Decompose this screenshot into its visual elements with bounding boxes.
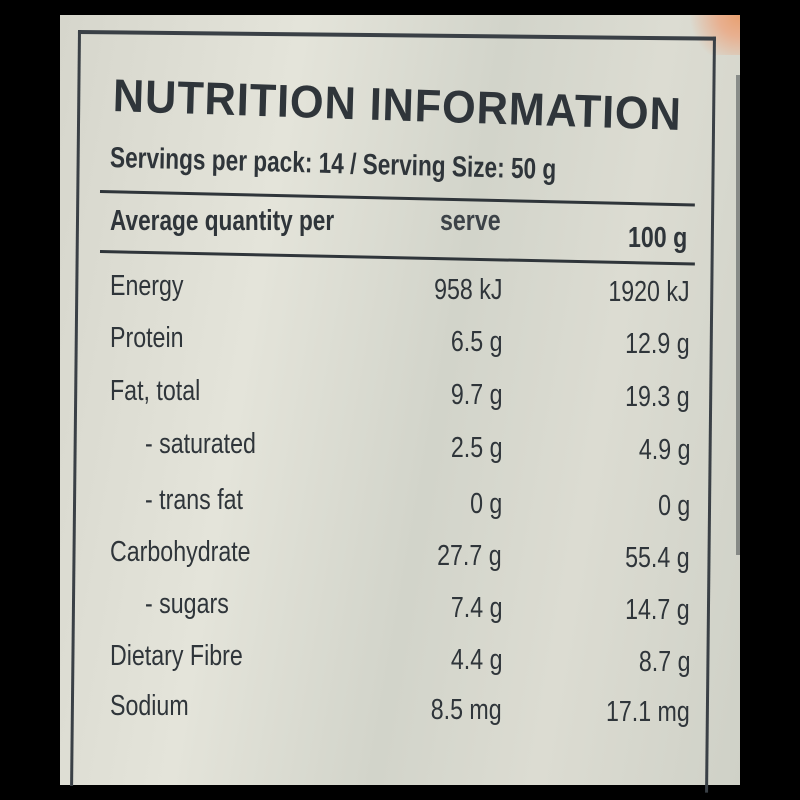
per-100g-value: 17.1 mg (606, 696, 690, 728)
per-100g-value: 1920 kJ (608, 276, 690, 308)
per-100g-value: 4.9 g (638, 434, 690, 466)
label-photo (60, 15, 740, 785)
per-serve-value: 6.5 g (450, 326, 502, 358)
per-serve-value: 0 g (469, 488, 502, 520)
nutrient-name: Sodium (110, 690, 189, 722)
nutrient-name: Protein (110, 322, 184, 354)
per-100g-value: 55.4 g (625, 542, 690, 574)
nutrient-name: Energy (110, 270, 184, 302)
nutrient-name: - saturated (145, 428, 256, 460)
nutrient-name: Fat, total (110, 375, 201, 407)
per-serve-value: 958 kJ (433, 274, 502, 306)
per-100g-value: 8.7 g (638, 646, 690, 678)
nutrient-name: - sugars (145, 588, 229, 620)
nutrient-name: Carbohydrate (110, 536, 251, 568)
header-serve: serve (440, 205, 501, 237)
package-edge (736, 75, 740, 555)
per-serve-value: 8.5 mg (431, 694, 502, 726)
per-serve-value: 7.4 g (450, 592, 502, 624)
per-serve-value: 27.7 g (437, 540, 502, 572)
nutrient-name: - trans fat (145, 484, 243, 516)
per-100g-value: 12.9 g (625, 328, 690, 360)
nutrient-name: Dietary Fibre (110, 640, 243, 672)
per-serve-value: 4.4 g (450, 644, 502, 676)
per-serve-value: 2.5 g (450, 432, 502, 464)
per-100g-value: 19.3 g (625, 381, 690, 413)
header-label: Average quantity per (110, 205, 335, 237)
per-100g-value: 14.7 g (625, 594, 690, 626)
per-100g-value: 0 g (657, 490, 690, 522)
per-serve-value: 9.7 g (450, 379, 502, 411)
header-100g: 100 g (628, 222, 688, 254)
orange-packaging-tint (680, 15, 740, 55)
